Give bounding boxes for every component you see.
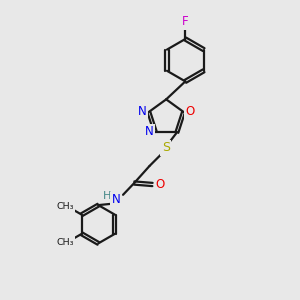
Text: N: N <box>145 125 153 138</box>
Text: O: O <box>155 178 164 191</box>
Text: CH₃: CH₃ <box>56 238 74 247</box>
Text: F: F <box>182 15 189 28</box>
Text: CH₃: CH₃ <box>56 202 74 211</box>
Text: O: O <box>185 105 195 118</box>
Text: S: S <box>162 141 170 154</box>
Text: N: N <box>112 193 120 206</box>
Text: H: H <box>103 191 111 201</box>
Text: N: N <box>138 106 147 118</box>
